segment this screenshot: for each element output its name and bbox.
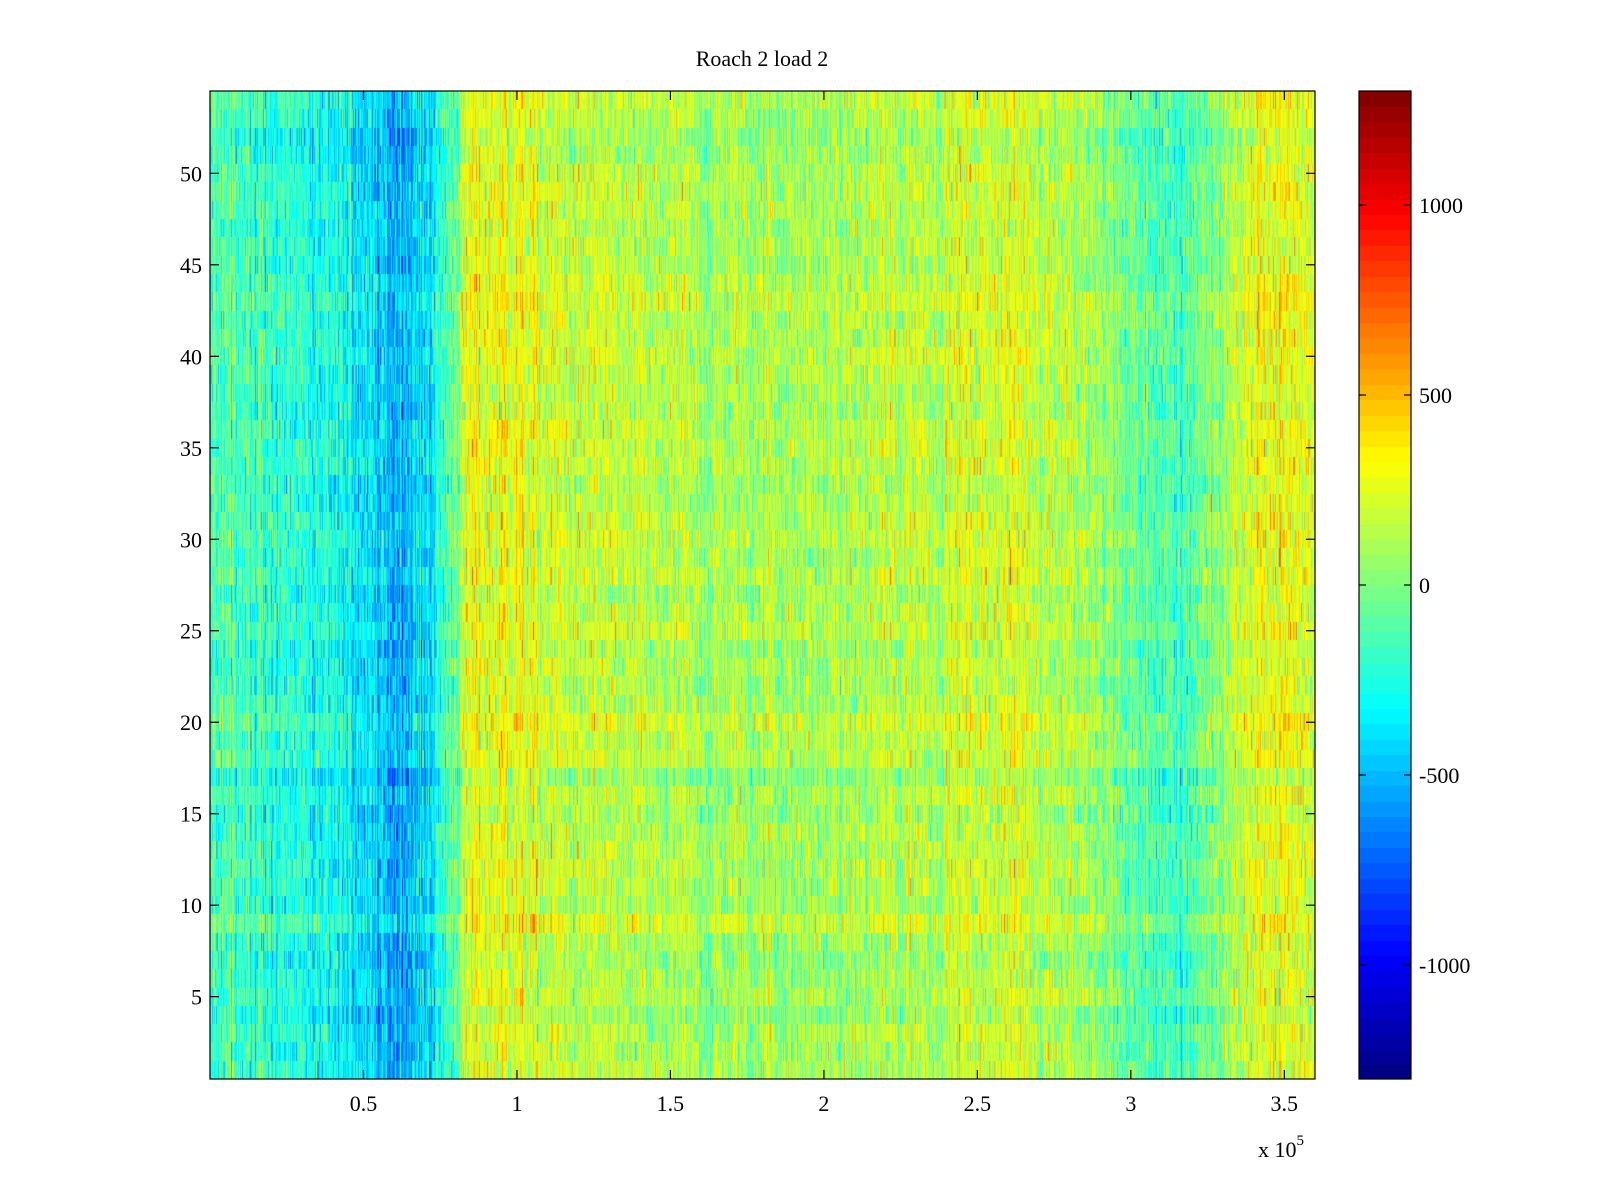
colorbar-tick-label: -1000 <box>1419 953 1470 978</box>
x-axis: 0.5 1 1.5 2 2.5 3 3.5 <box>350 91 1298 1116</box>
colorbar-tick-label: 1000 <box>1419 193 1463 218</box>
x-multiplier-exponent: 5 <box>1297 1133 1305 1149</box>
colorbar-tick-label: 0 <box>1419 573 1430 598</box>
y-tick-label: 10 <box>180 893 202 918</box>
y-tick-label: 30 <box>180 527 202 552</box>
colorbar-frame <box>1358 90 1412 1080</box>
x-multiplier-base: x 10 <box>1258 1137 1297 1162</box>
x-tick-label: 1.5 <box>657 1091 685 1116</box>
y-tick-label: 20 <box>180 710 202 735</box>
y-tick-label: 35 <box>180 436 202 461</box>
y-tick-label: 25 <box>180 619 202 644</box>
colorbar-tick-label: 500 <box>1419 383 1452 408</box>
plot-frame <box>209 90 1316 1080</box>
x-tick-label: 0.5 <box>350 1091 378 1116</box>
chart-title: Roach 2 load 2 <box>696 46 829 71</box>
y-tick-label: 5 <box>191 985 202 1010</box>
x-tick-label: 1 <box>511 1091 522 1116</box>
colorbar-gradient <box>1359 91 1411 1079</box>
colorbar-axis: 1000 500 0 -500 -1000 <box>1359 193 1470 978</box>
x-axis-multiplier: x 105 <box>1258 1133 1304 1162</box>
y-tick-label: 15 <box>180 802 202 827</box>
y-tick-label: 50 <box>180 161 202 186</box>
heatmap-image <box>210 91 1315 1079</box>
y-axis: 5 10 15 20 25 30 35 40 45 50 <box>180 161 1315 1010</box>
x-tick-label: 3 <box>1125 1091 1136 1116</box>
x-tick-label: 2 <box>818 1091 829 1116</box>
x-tick-label: 3.5 <box>1271 1091 1299 1116</box>
colorbar-tick-label: -500 <box>1419 763 1459 788</box>
y-tick-label: 45 <box>180 253 202 278</box>
x-tick-label: 2.5 <box>964 1091 992 1116</box>
y-tick-label: 40 <box>180 344 202 369</box>
